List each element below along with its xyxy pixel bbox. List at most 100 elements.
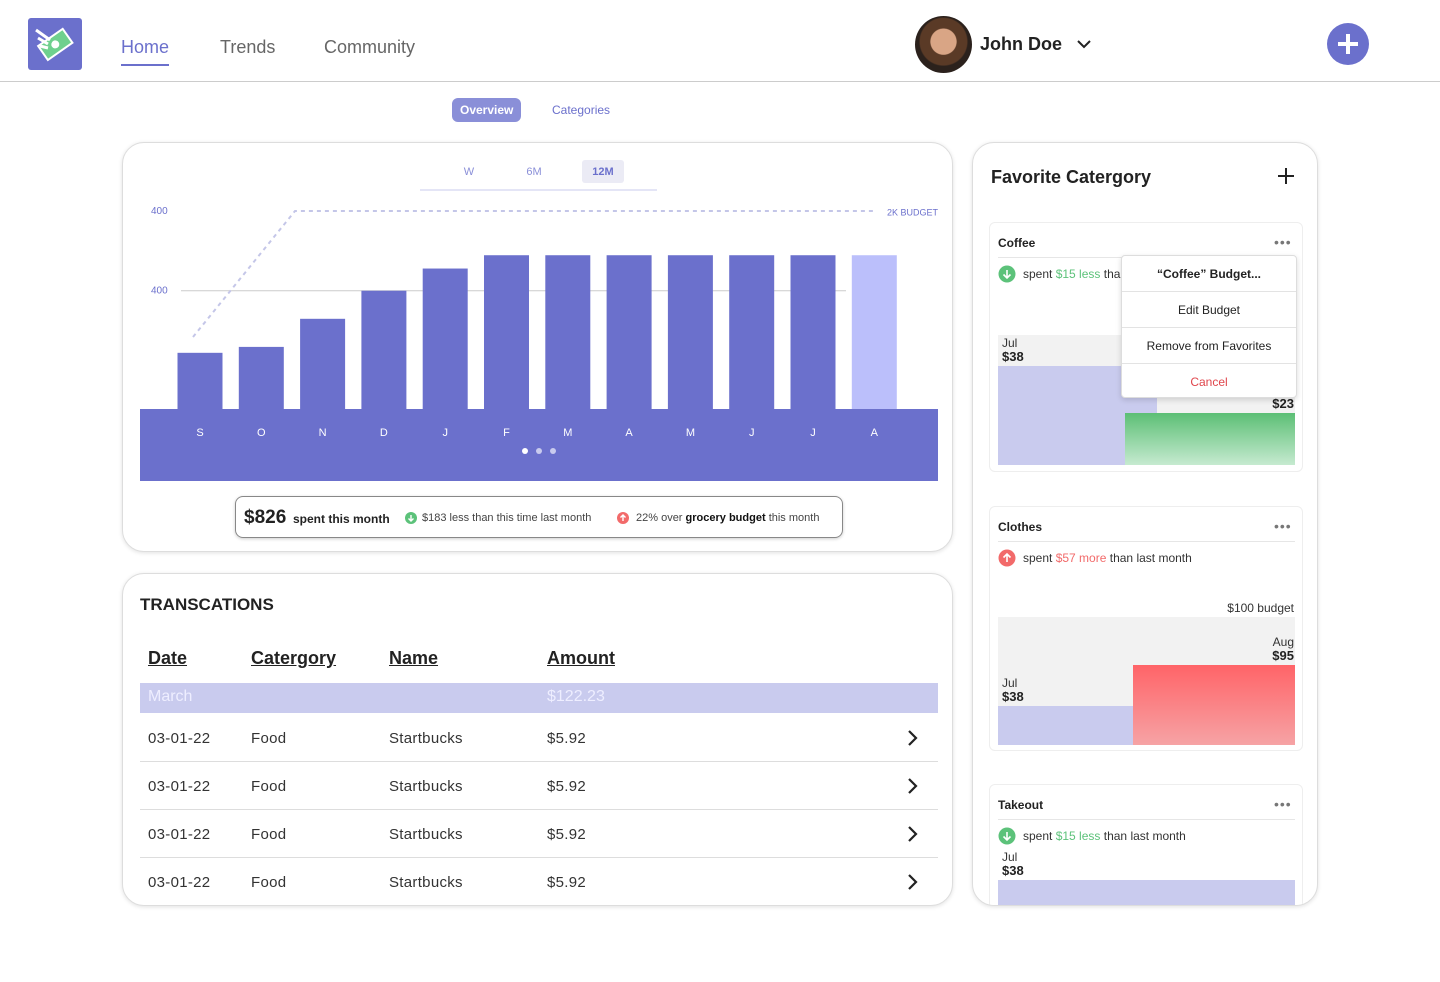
status-post: than last month [1109,551,1192,565]
context-menu: “Coffee” Budget... Edit Budget Remove from… [1121,255,1297,398]
x-tick-label: A [625,427,633,439]
cell: 03-01-22 [148,730,211,747]
bar-value: $38 [1002,689,1024,704]
bar-month: Aug [1272,635,1294,649]
y-tick-label: 400 [151,206,168,217]
status-pre: spent [1023,829,1053,843]
status-amount: $15 less [1055,829,1101,843]
bar-month: Jul [1002,336,1018,350]
status-amount: $57 more [1055,551,1107,565]
status-pre: spent [1023,267,1053,281]
chart-card: W 6M 12M 400 400 2K BUDGET S O N D J F M A M J J A $826 s… [122,142,953,552]
row-chevron[interactable] [907,777,919,795]
page-dot[interactable] [536,448,542,454]
logo[interactable] [28,18,82,70]
bar [484,255,529,409]
chart: W 6M 12M 400 400 2K BUDGET S O N D J F M A M J J A [140,160,939,481]
chevron-path [908,778,918,794]
budget-label: 2K BUDGET [887,207,939,217]
row-chevron[interactable] [907,825,919,843]
x-tick-label: O [257,427,266,439]
bar-label: Jul $38 [1002,336,1024,364]
group-total: $122.23 [547,688,605,705]
user-chevron[interactable] [1076,38,1092,50]
up-icon [617,512,629,524]
column-header[interactable]: Amount [547,648,615,668]
summary-over: 22% over grocery budget this month [636,512,819,524]
page-dot[interactable] [522,448,528,454]
cell: Startbucks [389,826,463,843]
bar-month: Jul [1002,850,1018,864]
summary: $826 spent this month $183 less than thi… [235,496,843,538]
card-divider [998,541,1295,542]
axis-band [140,409,938,481]
category-bar [1125,413,1295,465]
category-more[interactable]: ••• [1274,518,1292,534]
x-tick-label: J [810,427,816,439]
x-tick-label: A [871,427,879,439]
cell: Food [251,874,287,891]
x-tick-label: J [749,427,755,439]
status-amount: $15 less [1055,267,1101,281]
range-tab[interactable]: W [464,166,475,178]
avatar[interactable] [915,16,972,73]
range-tab[interactable]: 12M [592,166,613,178]
budget-line [192,210,874,338]
range-active-bg [582,160,624,183]
cell: Startbucks [389,778,463,795]
user-name[interactable]: John Doe [980,34,1063,54]
menu-item[interactable]: “Coffee” Budget... [1122,256,1296,292]
bar [361,290,407,409]
chevron-path [908,826,918,842]
page-dot[interactable] [550,448,556,454]
bar [851,255,897,409]
nav-item[interactable]: Trends [220,37,276,57]
status-pre: spent [1023,551,1053,565]
tab[interactable]: Categories [552,103,611,117]
summary-over-bold: grocery budget [685,512,766,524]
column-header[interactable]: Catergory [251,648,337,668]
bar [300,318,346,409]
category-more[interactable]: ••• [1274,796,1292,812]
add-button[interactable] [1327,23,1369,65]
menu-item[interactable]: Cancel [1190,375,1228,389]
bar [177,352,223,409]
nav-item[interactable]: Community [324,37,416,57]
category-more[interactable]: ••• [1274,234,1292,250]
menu-item[interactable]: Edit Budget [1122,292,1296,328]
tab[interactable]: Overview [452,98,522,122]
category-bar [998,706,1133,745]
cell: 03-01-22 [148,778,211,795]
summary-less: $183 less than this time last month [422,512,592,524]
nav-item[interactable]: Home [121,37,170,66]
x-tick-label: F [503,427,510,439]
range-tab[interactable]: 6M [526,166,541,178]
bar-value: $95 [1272,648,1294,663]
bar [790,255,836,409]
bar-label: Jul $38 [1002,676,1024,704]
category-bar [998,880,1295,905]
row-divider [140,809,938,810]
summary-amount: $826 [244,507,287,528]
cell: Startbucks [389,730,463,747]
column-header[interactable]: Name [389,648,439,668]
status-post: than last month [1103,829,1186,843]
down-icon [998,265,1016,283]
down-icon [998,827,1016,845]
header: Home Trends Community John Doe [0,0,1440,82]
favorites-add[interactable] [1277,167,1295,185]
cell: Food [251,730,287,747]
row-chevron[interactable] [907,873,919,891]
bar-value: $23 [1272,396,1294,411]
x-tick-label: M [563,427,572,439]
column-header[interactable]: Date [148,648,188,668]
favorites-card: Favorite Catergory Coffee ••• spent $15 le… [972,142,1318,906]
row-chevron[interactable] [907,729,919,747]
bar-value: $38 [1002,863,1024,878]
y-tick-label: 400 [151,285,168,296]
category-card: Takeout ••• spent $15 less than last month… [989,784,1303,905]
category-name: Clothes [998,520,1043,534]
menu-item[interactable]: Remove from Favorites [1122,328,1296,364]
x-tick-label: N [319,427,327,439]
